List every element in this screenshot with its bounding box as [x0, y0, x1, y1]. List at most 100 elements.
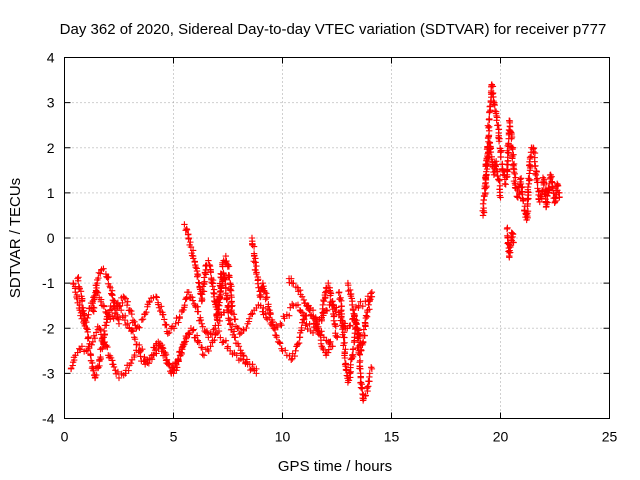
data-point [351, 310, 358, 318]
data-point [224, 308, 232, 316]
data-point [309, 314, 317, 322]
data-point [115, 320, 123, 327]
data-point [485, 124, 492, 132]
data-point [491, 101, 498, 109]
data-point [263, 294, 271, 301]
data-point [75, 283, 83, 291]
data-point [192, 263, 199, 271]
data-point [91, 296, 98, 303]
data-point [542, 203, 550, 211]
data-point [100, 327, 108, 335]
data-point [105, 273, 112, 281]
data-point [139, 345, 146, 353]
data-point [190, 326, 197, 333]
data-point [339, 325, 346, 333]
data-point [524, 208, 532, 215]
data-point [195, 308, 202, 315]
data-point [136, 341, 143, 349]
y-axis-label: SDTVAR / TECUs [7, 178, 24, 298]
data-point [240, 352, 247, 360]
data-point [123, 301, 131, 309]
data-point [484, 152, 491, 160]
data-point [325, 338, 332, 345]
data-point [115, 374, 123, 382]
data-point [190, 255, 197, 262]
data-point [131, 335, 139, 343]
data-point [365, 383, 372, 390]
data-point [143, 308, 150, 316]
data-point [184, 330, 192, 337]
data-point [298, 327, 305, 334]
data-point [200, 352, 208, 359]
y-tick-label: 4 [47, 50, 55, 66]
data-point [125, 367, 132, 374]
data-point [368, 288, 376, 296]
data-point [124, 320, 131, 327]
chart-title: Day 362 of 2020, Sidereal Day-to-day VTE… [60, 21, 607, 38]
data-point [215, 322, 222, 329]
data-point [301, 316, 308, 323]
data-point [324, 349, 332, 356]
data-point [507, 128, 515, 136]
data-point [85, 344, 93, 352]
data-point [538, 195, 546, 202]
data-point [503, 161, 511, 168]
axis-ticks [64, 57, 610, 419]
data-point [128, 326, 136, 334]
data-point [330, 317, 338, 324]
data-point [215, 296, 222, 304]
data-point [197, 314, 204, 321]
data-point [230, 328, 238, 335]
data-point [185, 288, 192, 296]
data-point [299, 319, 306, 326]
data-point [538, 187, 546, 194]
data-point [490, 171, 498, 179]
data-point [163, 321, 170, 329]
data-point [224, 343, 232, 350]
data-point [327, 290, 335, 297]
data-point [487, 148, 495, 156]
data-point [162, 351, 170, 359]
data-point [300, 296, 308, 304]
data-point [85, 334, 92, 342]
data-point [193, 332, 201, 339]
data-point [347, 364, 354, 371]
data-point [288, 356, 295, 364]
data-point [131, 351, 138, 359]
data-point [534, 179, 541, 186]
data-point [341, 354, 349, 362]
data-point [101, 330, 109, 338]
data-point [326, 284, 333, 292]
data-point [281, 315, 288, 322]
data-point [486, 115, 493, 123]
data-point [508, 133, 516, 141]
data-point [90, 304, 97, 311]
data-point [99, 345, 106, 353]
data-point [485, 123, 493, 130]
data-point [509, 146, 516, 153]
data-point [532, 171, 540, 179]
data-point [306, 307, 313, 314]
data-point [556, 194, 563, 201]
data-point [209, 283, 216, 290]
data-point [533, 168, 540, 175]
data-point [247, 366, 254, 374]
data-point [353, 317, 360, 324]
data-point [114, 315, 122, 322]
data-point [495, 176, 502, 183]
data-point [329, 306, 336, 313]
data-point [110, 363, 118, 371]
data-point [297, 307, 304, 315]
data-point [356, 351, 363, 358]
data-point [185, 235, 192, 243]
data-point [290, 279, 297, 287]
data-point [182, 338, 189, 345]
data-point [90, 367, 97, 374]
data-point [194, 273, 201, 280]
data-point [77, 346, 84, 353]
data-point [114, 368, 122, 376]
data-point [100, 340, 107, 347]
data-point [362, 314, 370, 322]
data-point [181, 301, 188, 309]
data-point [235, 343, 243, 350]
